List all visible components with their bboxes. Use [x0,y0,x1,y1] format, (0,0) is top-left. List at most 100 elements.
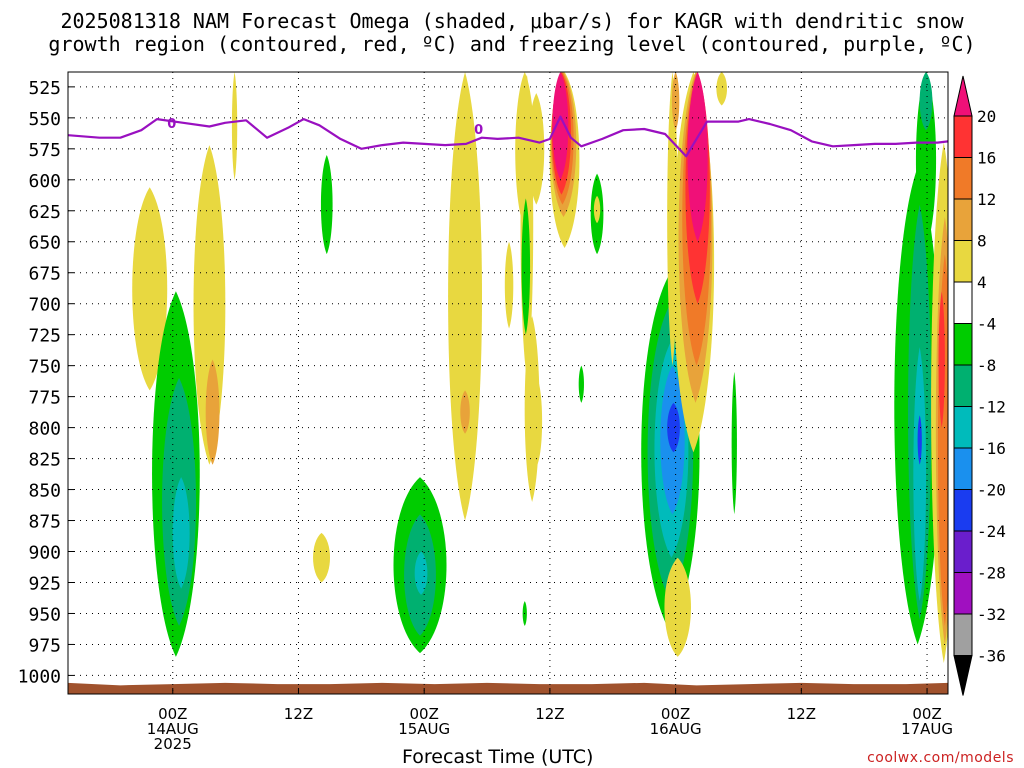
omega-region-12 [448,72,483,521]
colorbar-swatch-4 [953,240,973,283]
colorbar-swatch-7 [953,364,973,407]
omega-region-42 [687,72,708,242]
x-axis-title: Forecast Time (UTC) [402,746,594,768]
omega-region-35 [664,557,691,657]
x-tick-label-0-1: 00Z [158,705,187,723]
colorbar-swatch-5 [953,281,973,324]
colorbar-swatch-10 [953,489,973,532]
y-tick-label-700: 700 [28,295,61,316]
y-tick-label-675: 675 [28,264,61,285]
ground-fill [68,682,948,694]
colorbar-label-0: 20 [977,107,996,126]
chart-title-line2: growth region (contoured, red, ºC) and f… [48,32,976,56]
y-tick-label-850: 850 [28,481,61,502]
contour-label-0: 0 [167,117,176,132]
colorbar-label-13: -36 [977,647,1006,666]
colorbar-swatch-6 [953,323,973,366]
colorbar-label-7: -12 [977,398,1006,417]
plot-frame [67,71,949,695]
y-tick-label-800: 800 [28,419,61,440]
x-tick-label-24-1: 00Z [410,705,439,723]
y-tick-label-825: 825 [28,450,61,471]
chart-title-line1: 2025081318 NAM Forecast Omega (shaded, μ… [60,9,964,33]
omega-region-28 [593,195,601,224]
omega-region-37 [671,72,680,131]
omega-region-54 [938,291,945,428]
freezing-level-contour [68,115,948,158]
terrain-ground [68,682,948,694]
x-tick-label-24-2: 15AUG [398,720,450,738]
colorbar-label-9: -20 [977,481,1006,500]
colorbar-swatch-12 [953,572,973,615]
freezing-level-line [68,115,948,158]
omega-region-6 [231,72,238,180]
colorbar-label-2: 12 [977,190,996,209]
colorbar-swatch-11 [953,530,973,573]
omega-region-29 [578,365,584,403]
x-tick-label-72-2: 17AUG [901,720,953,738]
y-tick-label-625: 625 [28,202,61,223]
colorbar-cap-bottom [953,655,973,696]
colorbar-cap-top [953,75,973,117]
site-credit: coolwx.com/models [867,750,1014,766]
x-tick-label-48-1: 00Z [661,705,690,723]
y-tick-label-525: 525 [28,78,61,99]
omega-shading [132,72,948,664]
omega-region-43 [716,72,728,106]
y-tick-label-650: 650 [28,233,61,254]
omega-region-7 [320,155,333,255]
x-tick-label-60-1: 12Z [787,705,816,723]
colorbar-label-4: 4 [977,273,987,292]
y-tick-label-875: 875 [28,512,61,533]
y-tick-label-950: 950 [28,604,61,625]
colorbar-label-6: -8 [977,356,996,375]
omega-region-49 [913,347,927,602]
x-tick-label-0-3: 2025 [154,735,192,753]
x-tick-label-72-1: 00Z [912,705,941,723]
omega-region-0 [132,187,168,391]
y-tick-label-575: 575 [28,140,61,161]
omega-region-13 [460,390,470,434]
omega-region-18 [504,241,514,329]
x-tick-label-36-1: 12Z [535,705,564,723]
x-tick-label-48-2: 16AUG [650,720,702,738]
contour-label-1: 0 [474,123,483,138]
y-axis-pressure: 525 550 575 600 625 650 675 700 725 750 775 800 825 8… [18,78,74,687]
omega-region-34 [667,402,680,453]
x-tick-label-12-1: 12Z [284,705,313,723]
colorbar-label-10: -24 [977,522,1006,541]
x-tick-label-0-2: 14AUG [147,720,199,738]
y-tick-label-775: 775 [28,388,61,409]
y-tick-label-900: 900 [28,543,61,564]
y-tick-label-1000: 1000 [18,666,61,687]
y-tick-label-975: 975 [28,635,61,656]
y-tick-label-925: 925 [28,573,61,594]
colorbar-label-1: 16 [977,149,996,168]
omega-region-16 [521,198,531,335]
omega-region-46 [919,72,933,131]
y-tick-label-725: 725 [28,326,61,347]
colorbar-swatch-9 [953,447,973,490]
y-tick-label-550: 550 [28,109,61,130]
colorbar-label-8: -16 [977,439,1006,458]
colorbar-label-12: -32 [977,605,1006,624]
colorbar-label-5: -4 [977,315,996,334]
colorbar-label-11: -28 [977,564,1006,583]
y-tick-label-750: 750 [28,357,61,378]
colorbar-swatch-2 [953,157,973,200]
colorbar-label-3: 8 [977,232,987,251]
omega-colorbar: 20 16 12 8 4 -4 -8 -12 -16 -20 -24 -28 -32 -36 [953,75,1006,696]
colorbar-swatch-8 [953,406,973,449]
colorbar-swatch-13 [953,613,973,656]
omega-region-20 [532,378,543,465]
y-tick-label-600: 600 [28,171,61,192]
omega-region-2 [205,359,220,465]
omega-region-44 [731,371,737,515]
omega-region-11 [414,551,428,595]
omega-region-5 [172,477,190,589]
omega-region-26 [552,72,569,180]
omega-region-8 [313,532,331,583]
